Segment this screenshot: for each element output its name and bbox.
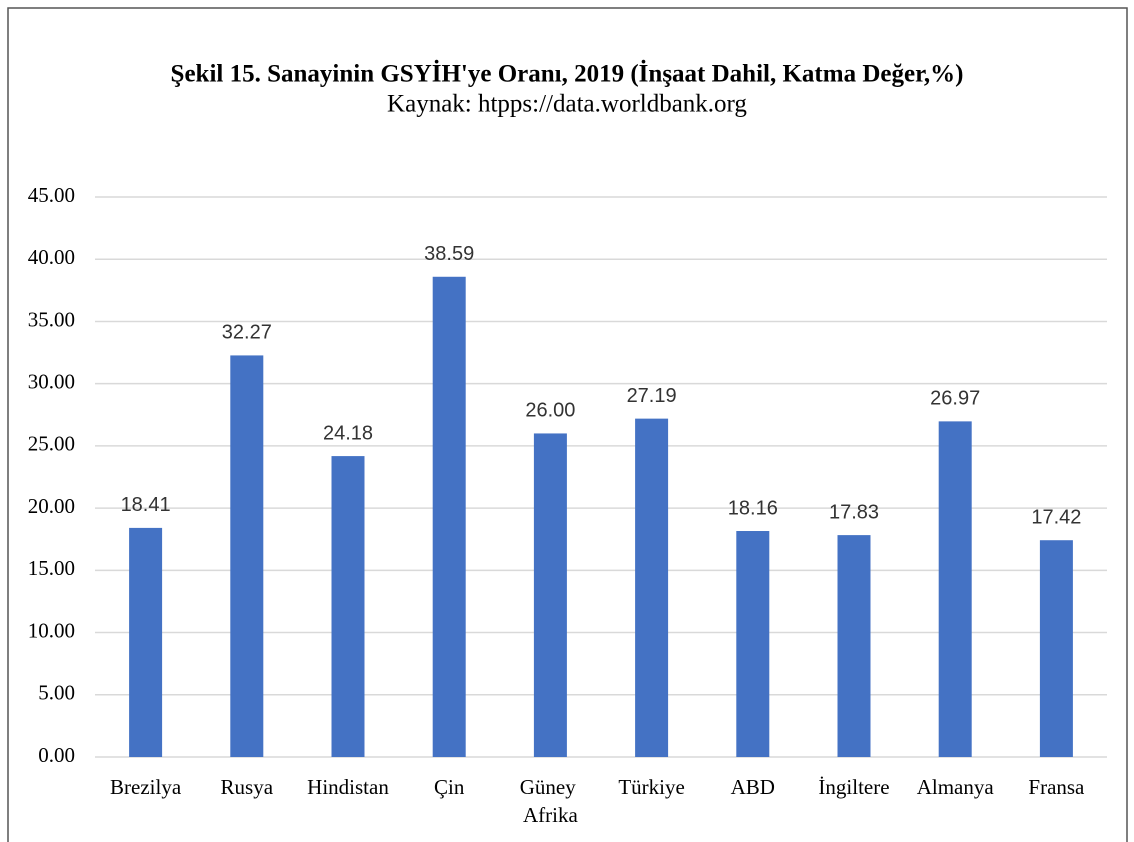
data-label: 17.42 <box>1031 506 1081 528</box>
bar <box>837 535 871 757</box>
x-tick-label: Brezilya <box>110 775 182 799</box>
bar <box>938 421 972 757</box>
y-tick-label: 40.00 <box>28 245 75 269</box>
x-tick-label: Rusya <box>221 775 274 799</box>
x-tick-label: Almanya <box>917 775 995 799</box>
chart-title: Şekil 15. Sanayinin GSYİH'ye Oranı, 2019… <box>171 60 964 88</box>
chart-subtitle: Kaynak: htpps://data.worldbank.org <box>387 91 747 118</box>
data-label: 18.41 <box>121 494 171 516</box>
y-tick-label: 15.00 <box>28 556 75 580</box>
bar <box>1039 540 1073 757</box>
data-label: 26.00 <box>525 400 575 422</box>
bar <box>533 433 567 757</box>
data-label: 38.59 <box>424 243 474 265</box>
y-tick-label: 20.00 <box>28 494 75 518</box>
y-tick-label: 10.00 <box>28 618 75 642</box>
bar <box>432 276 466 757</box>
data-label: 32.27 <box>222 322 272 344</box>
x-tick-label: Güney Afrika <box>520 775 581 827</box>
x-tick-label: Türkiye <box>618 775 684 799</box>
x-tick-label: Hindistan <box>307 775 389 799</box>
y-tick-label: 5.00 <box>38 681 75 705</box>
bar <box>129 527 163 757</box>
bar <box>331 456 365 757</box>
y-tick-label: 0.00 <box>38 743 75 767</box>
x-tick-label: Çin <box>434 775 465 799</box>
bar <box>736 531 770 757</box>
x-tick-label: İngiltere <box>818 775 889 799</box>
bar <box>635 418 669 757</box>
x-tick-label: ABD <box>731 775 775 799</box>
data-label: 18.16 <box>728 497 778 519</box>
x-tick-label: Fransa <box>1028 775 1085 799</box>
y-tick-label: 35.00 <box>28 307 75 331</box>
data-label: 24.18 <box>323 422 373 444</box>
data-label: 27.19 <box>627 385 677 407</box>
data-label: 26.97 <box>930 388 980 410</box>
bar <box>230 355 264 757</box>
chart-frame <box>7 7 1128 842</box>
y-tick-label: 30.00 <box>28 369 75 393</box>
y-tick-label: 45.00 <box>28 183 75 207</box>
data-label: 17.83 <box>829 501 879 523</box>
y-tick-label: 25.00 <box>28 432 75 456</box>
